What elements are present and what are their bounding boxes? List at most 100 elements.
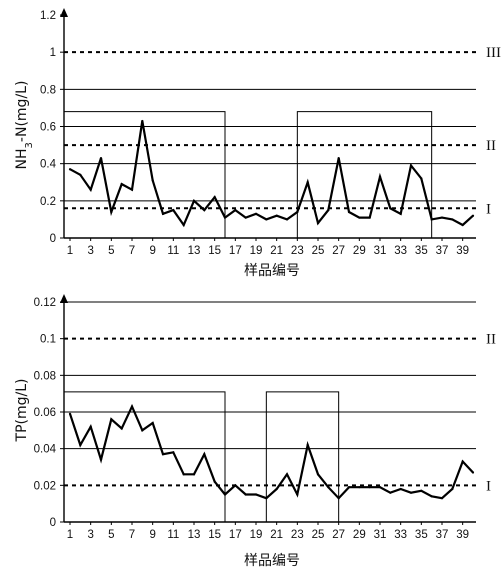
nh3n-data-point xyxy=(337,156,340,160)
tp-data-point xyxy=(430,495,433,498)
nh3n-y-tick-label: 0.8 xyxy=(40,84,56,96)
tp-x-tick-label: 33 xyxy=(394,529,407,541)
nh3n-y-tick-label: 0.6 xyxy=(40,122,56,134)
tp-x-tick-label: 15 xyxy=(208,529,221,541)
nh3n-data-point xyxy=(296,210,299,214)
tp-data-point xyxy=(244,493,247,496)
tp-x-tick-label: 5 xyxy=(108,529,114,541)
nh3n-data-point xyxy=(141,119,144,123)
nh3n-x-tick-label: 37 xyxy=(436,245,449,257)
tp-y-tick-label: 0.1 xyxy=(40,334,56,346)
nh3n-data-point xyxy=(182,223,185,227)
nh3n-data-point xyxy=(368,216,371,219)
tp-data-point xyxy=(337,497,340,500)
tp-data-point xyxy=(161,453,165,456)
tp-data-point xyxy=(172,451,175,454)
tp-data-point xyxy=(440,497,444,500)
nh3n-data-point xyxy=(161,212,165,215)
nh3n-data-point xyxy=(151,179,154,182)
tp-x-tick-label: 25 xyxy=(312,529,325,541)
nh3n-x-tick-label: 17 xyxy=(229,245,242,257)
tp-data-point xyxy=(296,493,299,496)
nh3n-x-tick-label: 9 xyxy=(149,245,155,257)
tp-data-point xyxy=(79,443,82,447)
tp-data-point xyxy=(213,480,216,483)
nh3n-data-point xyxy=(389,207,392,210)
nh3n-x-tick-label: 29 xyxy=(353,245,366,257)
tp-data-point xyxy=(265,497,268,500)
tp-data-point xyxy=(378,486,382,489)
tp-x-tick-label: 17 xyxy=(229,529,242,541)
nh3n-data-point xyxy=(223,216,227,219)
nh3n-data-point xyxy=(172,209,175,212)
tp-x-tick-label: 1 xyxy=(67,529,73,541)
nh3n-data-point xyxy=(254,212,258,215)
tp-data-point xyxy=(327,486,330,489)
nh3n-x-tick-label: 11 xyxy=(167,245,179,257)
tp-y-tick-label: 0.08 xyxy=(34,370,56,382)
tp-data-point xyxy=(275,487,278,491)
tp-x-tick-label: 39 xyxy=(456,529,469,541)
nh3n-data-point xyxy=(265,218,268,221)
nh3n-data-point xyxy=(120,183,123,186)
tp-data-point xyxy=(192,473,196,476)
tp-data-point xyxy=(358,486,361,489)
tp-y-tick-label: 0.04 xyxy=(34,444,57,456)
nh3n-x-tick-label: 31 xyxy=(374,245,387,257)
tp-data-point xyxy=(120,427,123,430)
tp-data-point xyxy=(389,491,392,494)
nh3n-data-point xyxy=(285,218,289,221)
nh3n-y-tick-label: 0 xyxy=(50,233,56,245)
tp-y-tick-label: 0.06 xyxy=(34,407,56,419)
tp-x-tick-label: 31 xyxy=(374,529,387,541)
tp-x-tick-label: 3 xyxy=(87,529,93,541)
nh3n-data-point xyxy=(79,173,82,176)
nh3n-data-point xyxy=(130,188,134,191)
tp-y-tick-label: 0 xyxy=(50,517,56,529)
tp-highlight-range xyxy=(265,391,340,522)
nh3n-y-tick-label: 1.2 xyxy=(40,10,56,22)
tp-data-point xyxy=(182,473,185,476)
tp-x-tick-label: 23 xyxy=(291,529,304,541)
tp-data-point xyxy=(141,429,144,432)
nh3n-x-tick-label: 33 xyxy=(394,245,407,257)
nh3n-x-tick-label: 35 xyxy=(415,245,428,257)
nh3n-series-line xyxy=(69,120,474,228)
tp-data-point xyxy=(285,473,289,476)
nh3n-x-tick-label: 25 xyxy=(312,245,325,257)
nh3n-data-point xyxy=(213,196,216,199)
nh3n-data-point xyxy=(306,181,309,184)
nh3n-data-point xyxy=(203,209,206,212)
tp-data-point xyxy=(203,453,206,456)
nh3n-x-tick-label: 23 xyxy=(291,245,304,257)
nh3n-data-point xyxy=(399,212,402,215)
nh3n-data-point xyxy=(451,218,454,221)
nh3n-data-point xyxy=(440,216,444,219)
nh3n-x-tick-label: 39 xyxy=(456,245,469,257)
tp-x-tick-label: 13 xyxy=(188,529,201,541)
tp-data-point xyxy=(399,487,402,491)
tp-data-point xyxy=(347,486,351,489)
tp-data-point xyxy=(110,418,113,421)
nh3n-data-point xyxy=(358,216,361,219)
tp-data-point xyxy=(151,421,154,425)
tp-data-point xyxy=(368,486,371,489)
nh3n-data-point xyxy=(378,175,382,178)
tp-x-tick-label: 21 xyxy=(270,529,283,541)
tp-data-point xyxy=(409,491,413,494)
nh3n-y-axis-label: NH3-N(mg/L) xyxy=(14,81,35,170)
nh3n-grade-label: II xyxy=(486,138,496,154)
nh3n-x-tick-label: 15 xyxy=(208,245,221,257)
nh3n-y-tick-label: 1 xyxy=(50,47,56,59)
nh3n-data-point xyxy=(244,216,247,219)
nh3n-y-tick-label: 0.2 xyxy=(40,196,56,208)
nh3n-grade-label: III xyxy=(486,45,501,61)
nh3n-grade-label: I xyxy=(486,201,491,217)
tp-x-tick-label: 7 xyxy=(129,529,135,541)
nh3n-y-tick-label: 0.4 xyxy=(40,159,57,171)
nh3n-data-point xyxy=(89,188,92,191)
tp-y-axis-arrow xyxy=(60,294,68,303)
nh3n-chart: NH3-N(mg/L) 样品编号 IIIIII00.20.40.60.811.2… xyxy=(14,8,501,279)
tp-y-tick-label: 0.12 xyxy=(34,297,56,309)
